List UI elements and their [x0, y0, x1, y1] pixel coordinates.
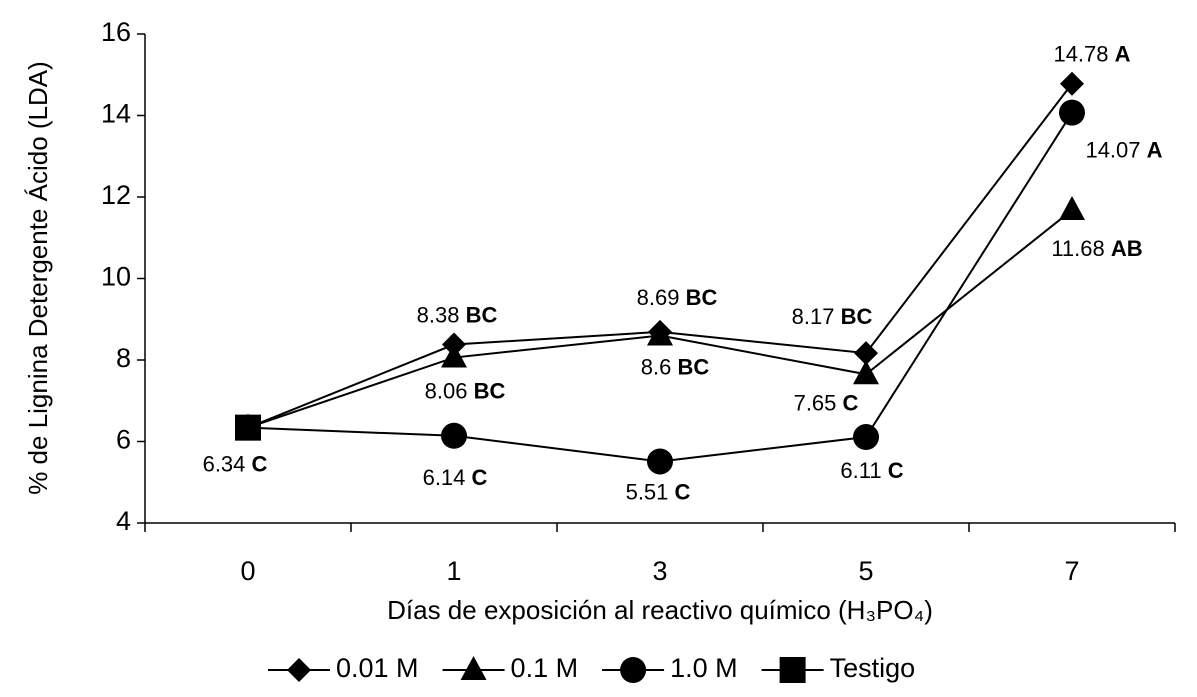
x-tick-label: 1: [446, 556, 461, 586]
y-tick-label: 12: [101, 180, 131, 210]
x-axis-title: Días de exposición al reactivo químico (…: [387, 595, 933, 625]
legend-item: 0.01 M: [268, 653, 419, 683]
data-label-group: AB: [1111, 236, 1143, 261]
legend-item: 1.0 M: [602, 653, 738, 683]
data-label: 8.6 BC: [641, 354, 710, 379]
data-label: 14.07 A: [1085, 137, 1162, 162]
data-label-value: 8.38: [417, 302, 460, 327]
marker: [1059, 99, 1085, 126]
legend-label: Testigo: [830, 653, 916, 683]
data-label-value: 8.6: [641, 354, 672, 379]
data-label: 6.34 C: [203, 451, 268, 476]
legend-item: Testigo: [761, 653, 916, 683]
data-label-group: BC: [466, 302, 498, 327]
data-label-group: C: [843, 390, 859, 415]
legend-label: 1.0 M: [670, 653, 738, 683]
legend-label: 0.01 M: [336, 653, 419, 683]
data-label-value: 11.68: [1051, 236, 1104, 261]
data-label-value: 6.11: [840, 458, 881, 483]
data-label-value: 8.69: [637, 285, 680, 310]
y-tick-label: 8: [116, 343, 131, 373]
data-label-group: A: [1147, 137, 1163, 162]
data-label: 5.51 C: [626, 479, 691, 504]
marker: [854, 341, 878, 366]
data-label: 6.14 C: [423, 465, 488, 490]
data-label-group: BC: [841, 304, 873, 329]
x-tick-label: 3: [652, 556, 667, 586]
x-tick-label: 5: [858, 556, 873, 586]
y-tick-label: 4: [116, 506, 131, 536]
data-label-value: 5.51: [626, 479, 669, 504]
data-label: 8.17 BC: [792, 304, 873, 329]
data-label-value: 14.07: [1085, 137, 1140, 162]
marker: [460, 656, 487, 680]
data-label-value: 6.34: [203, 451, 246, 476]
data-label-value: 6.14: [423, 465, 466, 490]
x-tick-label: 0: [240, 556, 255, 586]
data-label: 14.78 A: [1053, 42, 1130, 67]
data-label: 8.06 BC: [425, 378, 506, 403]
y-axis-title: % de Lignina Detergente Ácido (LDA): [23, 61, 53, 495]
marker: [235, 414, 261, 441]
data-label-value: 8.06: [425, 378, 468, 403]
marker: [287, 658, 311, 682]
series-line: [247, 209, 1073, 429]
marker: [1059, 196, 1085, 221]
marker: [853, 360, 879, 385]
marker: [441, 343, 467, 368]
marker: [1060, 71, 1084, 96]
data-label: 8.38 BC: [417, 302, 498, 327]
data-label: 8.69 BC: [637, 285, 718, 310]
data-label-group: C: [888, 458, 904, 483]
data-label-group: C: [472, 465, 488, 490]
y-tick-label: 14: [101, 99, 131, 129]
y-tick-label: 6: [116, 425, 131, 455]
legend-item: 0.1 M: [442, 653, 579, 683]
data-label-group: BC: [686, 285, 718, 310]
legend-label: 0.1 M: [511, 653, 579, 683]
y-tick-label: 10: [101, 262, 131, 292]
marker: [853, 424, 879, 451]
data-label-group: C: [675, 479, 691, 504]
data-label-group: A: [1115, 42, 1131, 67]
data-label-value: 14.78: [1053, 42, 1108, 67]
data-label-group: BC: [677, 354, 709, 379]
data-label-value: 7.65: [794, 390, 837, 415]
marker: [620, 657, 647, 683]
data-label: 11.68 AB: [1051, 236, 1142, 261]
data-label-value: 8.17: [792, 304, 835, 329]
y-tick-label: 16: [101, 17, 131, 47]
marker: [647, 448, 673, 475]
data-label-group: C: [252, 451, 268, 476]
data-label-group: BC: [474, 378, 506, 403]
x-tick-label: 7: [1064, 556, 1079, 586]
data-label: 6.11 C: [840, 458, 903, 483]
marker: [647, 321, 673, 346]
data-label: 7.65 C: [794, 390, 859, 415]
marker: [441, 422, 467, 449]
marker: [779, 657, 806, 683]
